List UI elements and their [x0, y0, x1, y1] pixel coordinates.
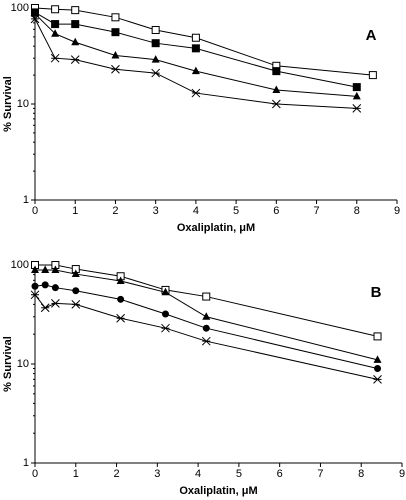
x-tick-label: 0: [32, 205, 38, 217]
marker: [151, 39, 160, 48]
series-line: [34, 13, 357, 97]
marker: [161, 287, 170, 296]
panel-label: A: [366, 27, 377, 44]
x-tick-label: 3: [153, 205, 159, 217]
marker: [151, 25, 160, 34]
marker: [51, 5, 60, 14]
marker: [368, 71, 377, 80]
marker: [30, 14, 40, 24]
marker: [116, 313, 125, 323]
panel-label: B: [371, 284, 382, 301]
marker: [71, 37, 80, 46]
x-tick-label: 1: [72, 205, 78, 217]
marker: [202, 324, 210, 332]
y-tick-label: 10: [17, 358, 29, 370]
marker: [31, 9, 39, 17]
x-tick-label: 5: [236, 468, 242, 480]
marker: [352, 91, 361, 100]
x-tick-label: 9: [399, 468, 405, 480]
marker: [202, 312, 211, 320]
marker: [202, 292, 211, 301]
marker: [70, 55, 80, 64]
x-tick-label: 3: [154, 468, 160, 480]
x-tick-label: 4: [193, 205, 199, 217]
marker: [51, 265, 60, 274]
marker: [50, 53, 60, 63]
x-tick-label: 2: [113, 468, 119, 480]
series-line: [34, 294, 378, 380]
x-tick-label: 7: [317, 468, 323, 480]
marker: [191, 66, 200, 75]
marker: [51, 29, 60, 37]
marker: [191, 44, 200, 53]
marker: [71, 6, 80, 15]
marker: [72, 287, 80, 295]
x-tick-label: 7: [313, 205, 319, 217]
marker: [30, 290, 40, 300]
marker: [191, 88, 201, 98]
marker: [116, 276, 125, 284]
marker: [191, 33, 200, 42]
marker: [272, 85, 281, 93]
y-tick-label: 1: [23, 457, 29, 469]
marker: [161, 323, 170, 333]
y-axis-title: % Survival: [2, 76, 14, 132]
marker: [40, 303, 50, 313]
x-tick-label: 1: [73, 468, 79, 480]
marker: [111, 28, 120, 37]
marker: [71, 20, 80, 29]
marker: [41, 265, 50, 274]
marker: [373, 355, 382, 363]
marker: [352, 104, 362, 113]
x-tick-label: 8: [354, 205, 360, 217]
marker: [31, 265, 39, 274]
y-axis-title: % Survival: [2, 336, 14, 392]
marker: [111, 13, 120, 22]
marker: [151, 68, 161, 78]
x-tick-label: 2: [112, 205, 118, 217]
marker: [373, 374, 382, 384]
marker: [31, 282, 39, 290]
y-tick-label: 10: [17, 98, 29, 110]
y-tick-label: 100: [11, 2, 29, 14]
marker: [374, 365, 382, 373]
marker: [373, 332, 382, 341]
x-tick-label: 6: [273, 205, 279, 217]
marker: [161, 310, 169, 318]
marker: [111, 51, 120, 59]
x-tick-label: 4: [195, 468, 201, 480]
series-line: [34, 7, 373, 76]
marker: [51, 20, 60, 29]
x-tick-label: 6: [277, 468, 283, 480]
marker: [41, 281, 49, 289]
marker: [71, 269, 80, 278]
y-tick-label: 1: [23, 194, 29, 206]
marker: [117, 295, 125, 303]
x-axis-title: Oxaliplatin, μM: [177, 222, 255, 234]
marker: [51, 284, 59, 292]
series-line: [34, 18, 357, 109]
marker: [201, 336, 211, 346]
x-tick-label: 9: [394, 205, 400, 217]
marker: [51, 298, 60, 308]
y-tick-label: 100: [11, 259, 29, 271]
marker: [352, 83, 361, 92]
x-tick-label: 5: [233, 205, 239, 217]
marker: [71, 300, 81, 309]
marker: [272, 67, 281, 76]
x-tick-label: 8: [358, 468, 364, 480]
x-axis-title: Oxaliplatin, μM: [179, 485, 257, 497]
x-tick-label: 0: [32, 468, 38, 480]
marker: [271, 99, 281, 109]
marker: [111, 64, 120, 74]
marker: [151, 55, 160, 63]
